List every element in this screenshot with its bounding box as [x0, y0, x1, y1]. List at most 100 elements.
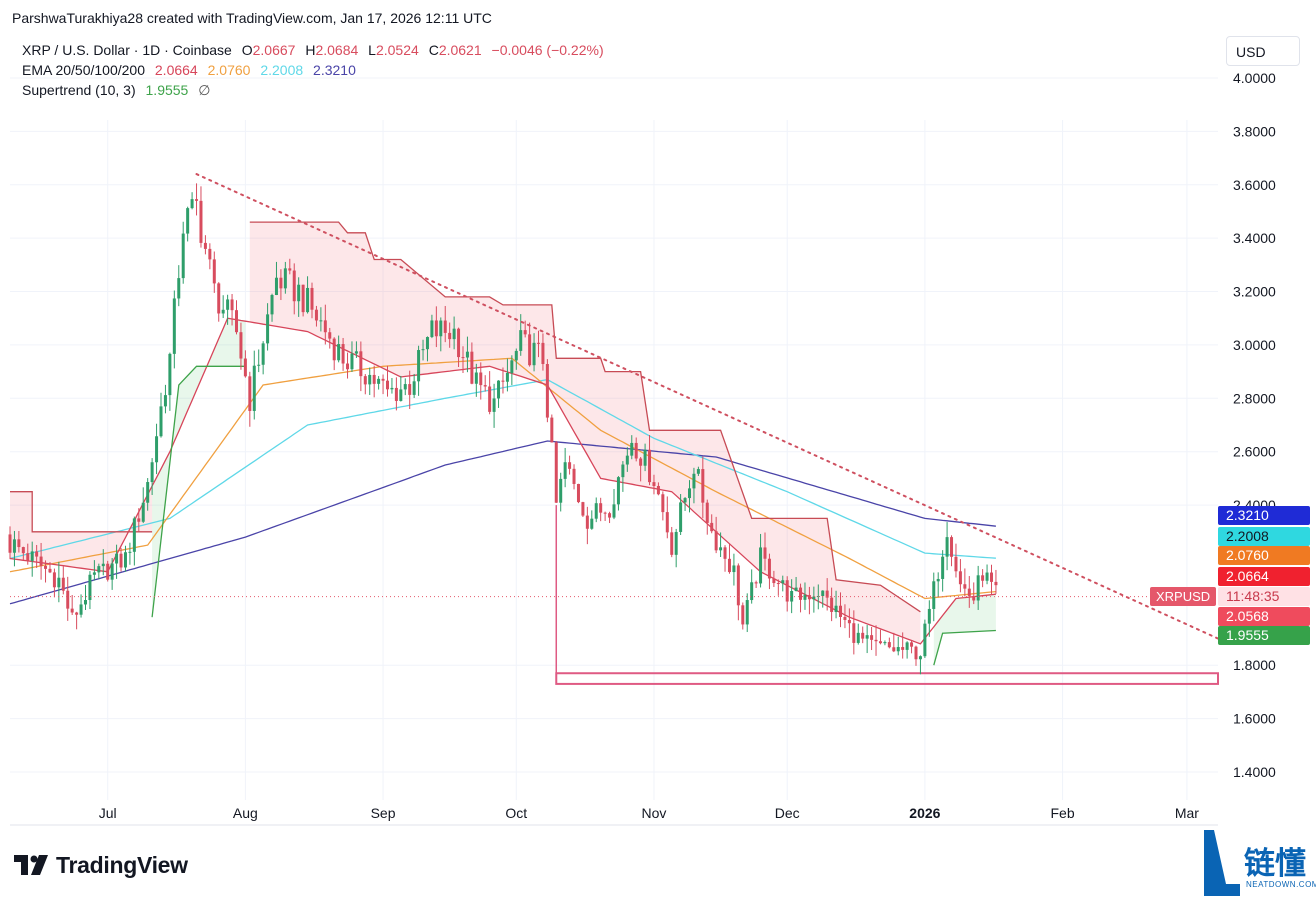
ohlc-close-label: C — [428, 42, 439, 58]
candle-body — [421, 349, 425, 351]
y-tick-label: 1.8000 — [1233, 657, 1276, 673]
candle-body — [354, 351, 358, 354]
candle-body — [754, 582, 758, 584]
candle-body — [563, 462, 567, 479]
candle-body — [261, 343, 265, 365]
candle-body — [292, 270, 296, 302]
candle-body — [932, 581, 936, 609]
candle-body — [679, 502, 683, 532]
candle-body — [590, 518, 594, 529]
candle-body — [150, 462, 154, 483]
candle-body — [115, 553, 119, 564]
candle-body — [719, 547, 723, 551]
x-tick-label: Nov — [642, 805, 667, 821]
candle-body — [221, 309, 225, 314]
candle-body — [750, 582, 754, 601]
candle-body — [594, 503, 598, 519]
candle-body — [692, 473, 696, 489]
candle-body — [341, 344, 345, 364]
ohlc-high-value: 2.0684 — [315, 42, 359, 58]
ohlc-close-value: 2.0621 — [438, 42, 482, 58]
candle-body — [874, 639, 878, 642]
candle-body — [332, 338, 336, 361]
candle-body — [17, 539, 21, 548]
candle-body — [732, 565, 736, 573]
symbol-name[interactable]: XRP / U.S. Dollar · 1D · Coinbase — [22, 42, 232, 58]
candle-body — [350, 353, 354, 370]
legend-symbol-row: XRP / U.S. Dollar · 1D · Coinbase O2.066… — [22, 42, 604, 58]
supertrend-value: 1.9555 — [145, 82, 189, 98]
candle-body — [270, 295, 274, 315]
candle-body — [625, 455, 629, 465]
candle-body — [243, 358, 247, 377]
candle-body — [523, 330, 527, 335]
supertrend-label[interactable]: Supertrend (10, 3) — [22, 82, 136, 98]
hidden-eye-icon[interactable]: ∅ — [198, 82, 211, 98]
candle-body — [21, 547, 25, 554]
candle-body — [936, 578, 940, 582]
candle-body — [661, 494, 665, 513]
candle-body — [132, 518, 136, 552]
candle-body — [616, 477, 620, 505]
candles — [8, 183, 998, 675]
candle-body — [488, 386, 492, 412]
candle-body — [252, 365, 256, 411]
candle-body — [514, 350, 518, 361]
candle-body — [465, 351, 469, 358]
candle-body — [310, 287, 314, 310]
candle-body — [745, 600, 749, 625]
candle-body — [714, 531, 718, 551]
candle-body — [430, 320, 434, 338]
candle-body — [950, 537, 954, 557]
candle-body — [985, 572, 989, 581]
credit-text: ParshwaTurakhiya28 created with TradingV… — [12, 10, 492, 26]
candle-body — [110, 563, 114, 580]
candle-body — [497, 380, 501, 399]
y-tick-label: 1.4000 — [1233, 764, 1276, 780]
candle-body — [923, 623, 927, 657]
candle-body — [123, 552, 127, 568]
candle-body — [576, 483, 580, 503]
candle-body — [257, 364, 261, 366]
ema-label[interactable]: EMA 20/50/100/200 — [22, 62, 145, 78]
candle-body — [323, 320, 327, 333]
supertrend-up-line — [933, 629, 996, 666]
x-tick-label: Sep — [371, 805, 396, 821]
candle-body — [554, 442, 558, 503]
candle-body — [101, 563, 105, 567]
supertrend-up-line — [151, 365, 246, 618]
watermark-cn: 链懂 — [1244, 846, 1306, 882]
candle-body — [372, 374, 376, 384]
candle-body — [363, 376, 367, 385]
currency-button[interactable]: USD — [1226, 36, 1300, 66]
candle-body — [634, 442, 638, 459]
candle-body — [417, 350, 421, 382]
candle-body — [608, 513, 612, 518]
candle-body — [612, 504, 616, 518]
supertrend-up-line-fill — [933, 594, 996, 666]
candle-body — [163, 395, 167, 407]
candle-body — [239, 332, 243, 359]
candle-body — [821, 590, 825, 597]
watermark-l-icon — [1204, 830, 1240, 896]
candle-body — [972, 595, 976, 601]
candle-body — [954, 556, 958, 572]
tradingview-logo-icon — [14, 855, 48, 875]
candle-body — [97, 566, 101, 573]
y-tick-label: 3.4000 — [1233, 230, 1276, 246]
legend-supertrend-row: Supertrend (10, 3) 1.9555 ∅ — [22, 82, 210, 99]
candle-body — [412, 381, 416, 395]
candle-body — [568, 462, 572, 469]
candle-body — [541, 342, 545, 365]
candle-body — [559, 478, 563, 503]
candle-body — [92, 572, 96, 575]
candle-body — [208, 248, 212, 260]
candle-body — [630, 442, 634, 456]
candle-body — [723, 547, 727, 559]
y-tick-label: 3.2000 — [1233, 284, 1276, 300]
candle-body — [128, 551, 132, 553]
candle-body — [368, 374, 372, 385]
support-zone — [555, 505, 1219, 685]
candle-body — [30, 551, 34, 561]
